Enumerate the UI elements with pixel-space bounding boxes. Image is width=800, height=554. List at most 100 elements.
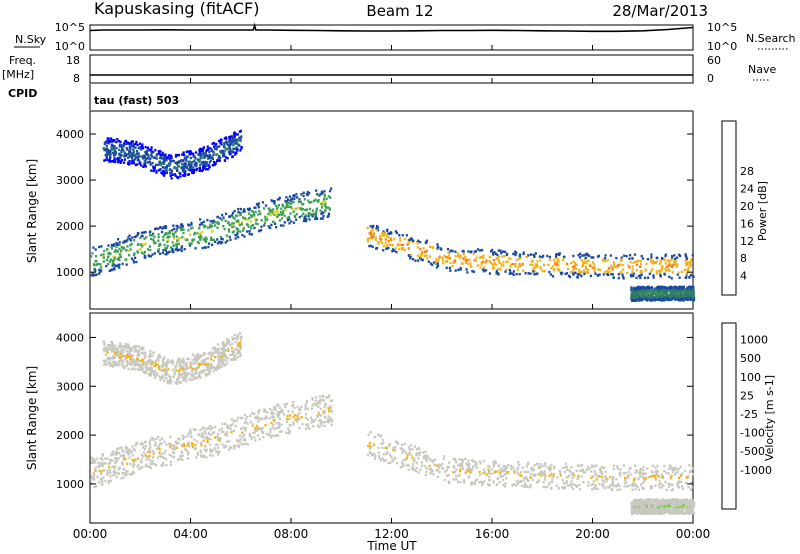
power-echo-cell [630, 273, 633, 277]
velocity-echo-cell [604, 470, 607, 474]
velocity-echo-cell [151, 462, 154, 465]
velocity-echo-cell [236, 416, 240, 419]
velocity-echo-cell [475, 478, 479, 481]
velocity-echo-cell [283, 413, 286, 416]
power-echo-cell [384, 238, 387, 241]
velocity-echo-cell [212, 369, 215, 373]
noise-right-tick-top: 10^5 [707, 21, 737, 34]
power-echo-cell [177, 225, 180, 228]
velocity-echo-cell [106, 358, 109, 361]
velocity-echo-cell [585, 468, 588, 472]
velocity-echo-cell [273, 405, 276, 409]
power-echo-cell [636, 289, 639, 293]
power-echo-cell [116, 250, 119, 253]
velocity-echo-cell [184, 377, 187, 380]
power-echo-cell [232, 136, 235, 140]
velocity-echo-cell [185, 380, 188, 383]
power-echo-cell [607, 273, 610, 277]
velocity-echo-cell [515, 484, 518, 487]
velocity-echo-cell [166, 364, 169, 367]
velocity-echo-cell [548, 466, 551, 469]
power-echo-cell [680, 270, 683, 274]
velocity-echo-cell [175, 378, 178, 382]
power-echo-cell [171, 249, 174, 253]
velocity-echo-cell [331, 399, 334, 402]
power-echo-cell [216, 226, 219, 229]
power-echo-cell [651, 294, 654, 297]
power-echo-cell [653, 296, 656, 299]
power-echo-cell [385, 234, 388, 237]
power-echo-cell [195, 168, 198, 172]
velocity-echo-cell [160, 452, 164, 456]
power-echo-cell [638, 290, 641, 293]
power-echo-cell [576, 273, 579, 276]
power-echo-cell [231, 222, 234, 225]
velocity-echo-cell [381, 438, 384, 442]
velocity-echo-cell [679, 480, 683, 484]
power-echo-cell [676, 273, 679, 276]
power-echo-cell [223, 141, 226, 145]
velocity-echo-cell [142, 446, 145, 449]
velocity-echo-cell [304, 416, 307, 420]
power-echo-cell [205, 154, 208, 157]
power-echo-cell [325, 197, 328, 200]
velocity-echo-cell [219, 439, 222, 443]
power-echo-cell [462, 257, 465, 260]
power-echo-cell [671, 255, 674, 258]
velocity-echo-cell [223, 364, 226, 367]
power-echo-cell [256, 222, 259, 226]
velocity-echo-cell [129, 450, 133, 453]
power-echo-cell [639, 260, 642, 263]
power-echo-cell [176, 161, 179, 164]
power-echo-cell [688, 298, 691, 301]
velocity-echo-cell [280, 430, 283, 433]
power-echo-cell [265, 215, 268, 219]
station-title: Kapuskasing (fitACF) [94, 0, 259, 18]
power-echo-cell [438, 255, 441, 258]
velocity-echo-cell [212, 352, 215, 356]
power-echo-cell [495, 269, 498, 273]
velocity-echo-cell [179, 381, 183, 384]
velocity-echo-cell [228, 448, 231, 451]
velocity-echo-cell [181, 434, 184, 438]
power-echo-cell [581, 265, 584, 268]
power-echo-cell [476, 248, 480, 251]
power-echo-cell [671, 265, 674, 268]
velocity-echo-cell [124, 342, 127, 346]
velocity-echo-cell [140, 351, 143, 354]
power-echo-cell [602, 273, 605, 276]
velocity-echo-cell [203, 363, 206, 366]
power-echo-cell [580, 259, 583, 262]
velocity-echo-cell [102, 476, 105, 479]
velocity-echo-cell [113, 473, 116, 476]
velocity-echo-cell [100, 477, 103, 481]
velocity-echo-cell [205, 456, 208, 459]
power-echo-cell [138, 248, 141, 251]
velocity-echo-cell [407, 464, 411, 467]
power-echo-cell [126, 245, 129, 248]
velocity-echo-cell [232, 352, 235, 355]
velocity-echo-cell [122, 458, 125, 461]
velocity-echo-cell [161, 359, 165, 363]
power-echo-cell [480, 263, 483, 266]
power-echo-cell [164, 253, 167, 256]
power-echo-cell [499, 268, 502, 271]
velocity-echo-cell [326, 418, 329, 421]
power-echo-cell [661, 298, 664, 301]
velocity-echo-cell [216, 443, 219, 447]
velocity-echo-cell [406, 456, 409, 459]
velocity-echo-cell [474, 460, 477, 464]
velocity-echo-cell [101, 480, 104, 484]
velocity-echo-cell [314, 418, 317, 421]
power-echo-cell [666, 289, 669, 292]
velocity-echo-cell [239, 341, 242, 344]
power-echo-cell [132, 253, 135, 256]
velocity-echo-cell [517, 466, 520, 469]
velocity-echo-cell [619, 468, 622, 471]
velocity-echo-cell [544, 464, 547, 468]
power-echo-cell [197, 233, 200, 236]
power-echo-cell [153, 241, 156, 245]
velocity-echo-cell [190, 362, 193, 365]
velocity-echo-cell [422, 451, 425, 454]
power-echo-cell [394, 247, 397, 250]
